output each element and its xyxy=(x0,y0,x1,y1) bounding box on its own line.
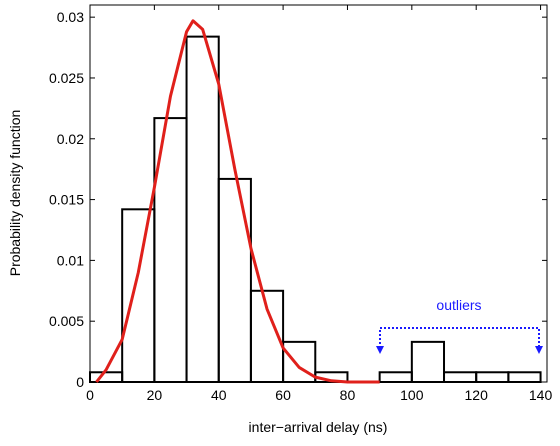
x-tick-label: 20 xyxy=(147,387,163,403)
x-tick-label: 100 xyxy=(400,387,424,403)
bar xyxy=(443,371,478,383)
bar xyxy=(378,371,413,383)
bar xyxy=(282,340,317,383)
bar xyxy=(121,208,156,383)
bracket-arrows xyxy=(376,346,543,354)
bar xyxy=(89,371,124,383)
bar xyxy=(217,177,252,383)
y-tick-label: 0.015 xyxy=(49,192,84,208)
x-tick-label: 0 xyxy=(86,387,94,403)
outlier-bracket xyxy=(379,327,540,352)
fit-curve xyxy=(95,19,380,384)
bar xyxy=(475,371,510,383)
y-tick-label: 0.005 xyxy=(49,313,84,329)
y-tick-label: 0.03 xyxy=(57,9,84,25)
x-tick-label: 140 xyxy=(529,387,553,403)
x-tick-label: 80 xyxy=(340,387,356,403)
annotation: outliers xyxy=(436,297,481,313)
x-tick-label: 60 xyxy=(275,387,291,403)
bar xyxy=(410,340,446,383)
y-axis-label: Probability density function xyxy=(7,110,23,277)
x-tick-label: 40 xyxy=(211,387,227,403)
bar xyxy=(507,371,542,383)
y-tick-label: 0.01 xyxy=(57,252,84,268)
bar xyxy=(249,289,285,383)
plot-frame xyxy=(89,4,548,383)
bar xyxy=(185,35,220,383)
bracket-line xyxy=(379,327,540,352)
x-tick-label: 120 xyxy=(465,387,489,403)
x-axis-label: inter−arrival delay (ns) xyxy=(249,419,388,435)
y-tick-label: 0 xyxy=(76,374,84,390)
y-tick-label: 0.02 xyxy=(57,131,84,147)
y-tick-label: 0.025 xyxy=(49,70,84,86)
